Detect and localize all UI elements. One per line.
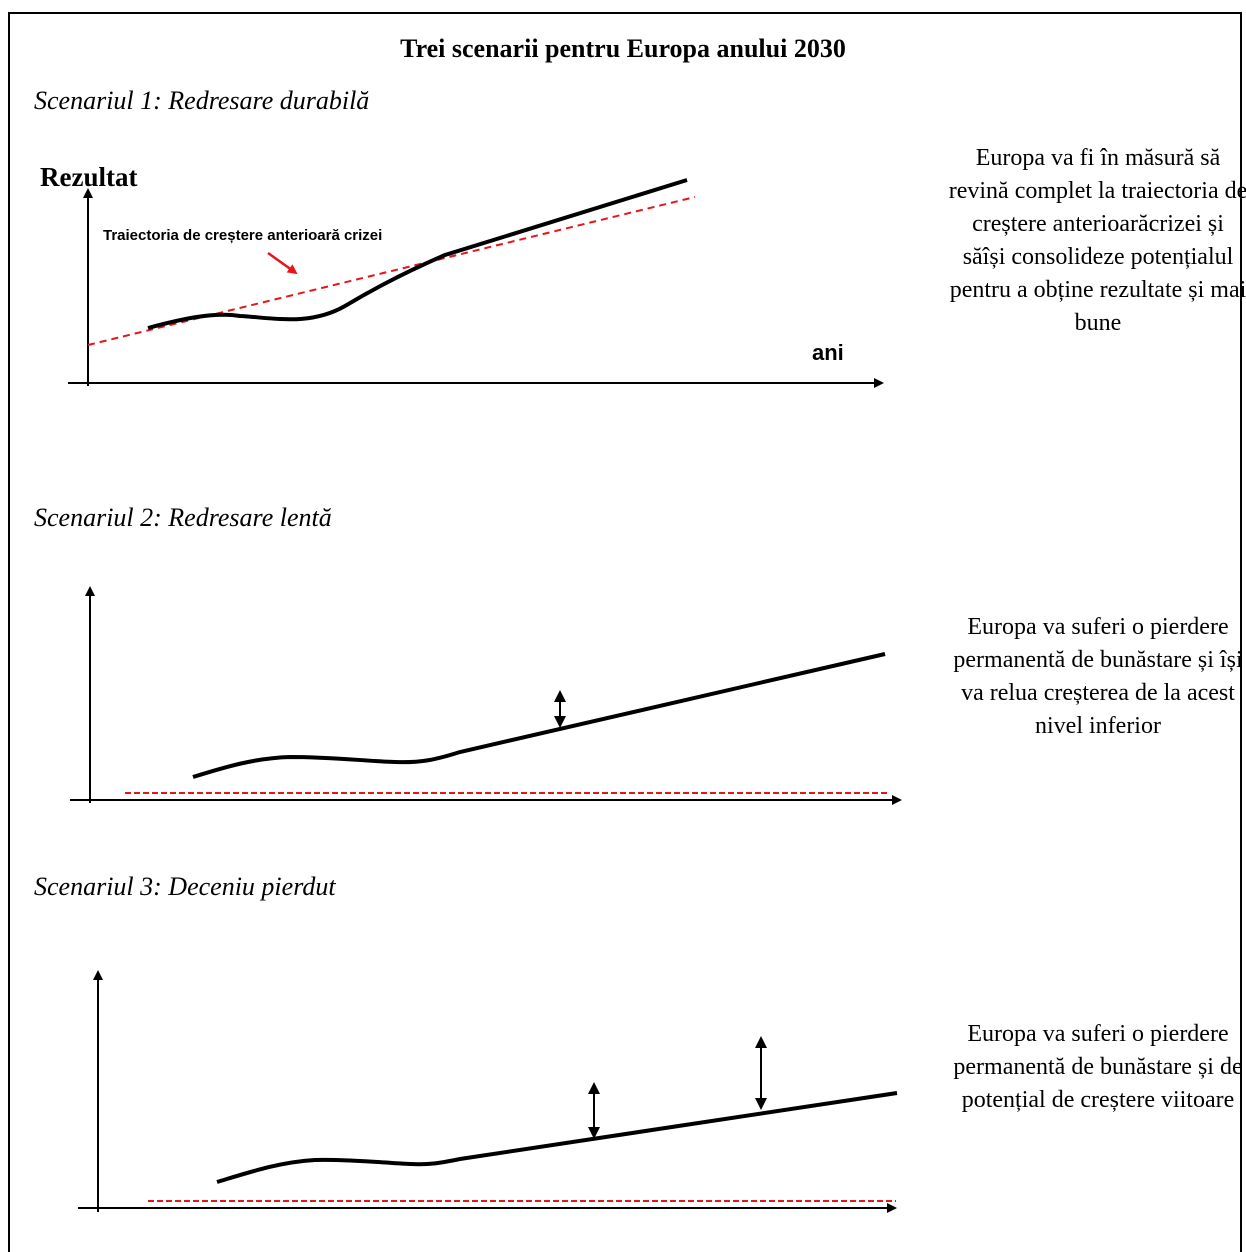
scenario-2-heading: Scenariul 2: Redresare lentă [34,503,332,532]
scenario-2-output-curve [192,652,886,779]
scenario-2-chart [70,586,902,805]
scenario-3-chart [78,970,898,1213]
page-frame [8,12,1242,1252]
scenario-1-chart: Rezultat ani Traiectoria de creștere ant… [40,162,884,388]
scenario-3-heading: Scenariul 3: Deceniu pierdut [34,872,336,901]
scenario-1-x-axis-label: ani [812,340,844,365]
scenario-2-description: Europa va suferi o pierdere permanentă d… [953,614,1243,739]
scenario-1-output-curve [147,178,688,330]
scenario-1-heading: Scenariul 1: Redresare durabilă [34,86,370,115]
scenario-1-pre-crisis-trend-line [87,196,696,346]
scenario-1-trend-pointer-arrow [267,251,298,275]
scenario-3-description: Europa va suferi o pierdere permanentă d… [953,1021,1243,1113]
scenario-3-output-curve [216,1091,898,1184]
page-title: Trei scenarii pentru Europa anului 2030 [400,34,846,63]
scenario-1-description: Europa va fi în măsură să revină complet… [948,145,1246,336]
scenario-1-y-axis-label: Rezultat [40,162,137,192]
scenario-1-trend-label: Traiectoria de creștere anterioară crize… [103,227,382,244]
